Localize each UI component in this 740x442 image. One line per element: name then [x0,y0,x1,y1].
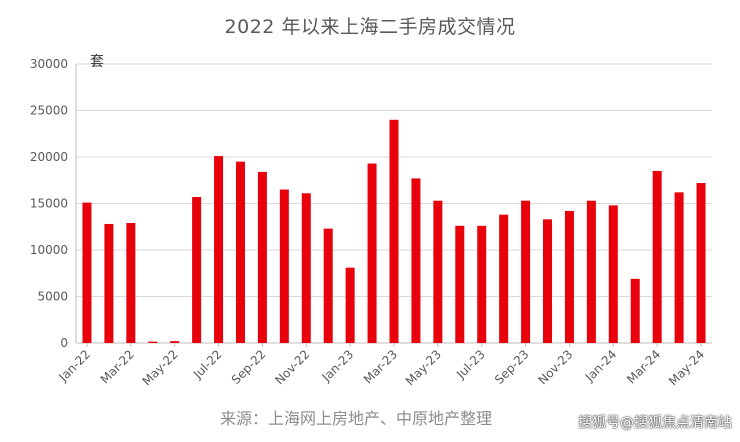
bar-Aug-23 [499,214,509,343]
y-tick-label: 25000 [30,104,68,118]
x-tick-label: Sep-22 [229,347,269,387]
bar-Dec-23 [586,200,596,343]
bar-Jan-23 [345,267,355,343]
bar-Feb-22 [104,223,114,343]
x-tick-label: Jan-24 [582,347,620,385]
x-tick-label: Jan-23 [319,347,357,385]
bar-Mar-24 [652,170,662,343]
bar-Jun-22 [192,196,202,343]
bar-Oct-23 [543,219,553,343]
bar-Jul-22 [214,156,224,343]
bar-Oct-22 [279,189,289,343]
bar-Jul-23 [477,225,487,343]
bar-Dec-22 [323,228,333,343]
bar-Feb-24 [630,278,640,343]
bar-May-23 [433,200,443,343]
bar-Nov-23 [564,210,574,343]
x-tick-label: Mar-22 [98,347,137,386]
y-tick-label: 20000 [30,150,68,164]
bar-Sep-22 [257,171,267,343]
bar-May-24 [696,183,706,343]
x-tick-label: May-23 [403,347,444,388]
y-unit-label: 套 [90,54,104,70]
bar-Apr-23 [411,178,421,343]
bar-Mar-23 [389,119,399,343]
y-tick-label: 15000 [30,197,68,211]
y-tick-label: 10000 [30,243,68,257]
x-tick-label: Sep-23 [492,347,532,387]
y-tick-label: 30000 [30,57,68,71]
x-tick-label: Mar-24 [624,347,663,386]
bar-Mar-22 [126,223,136,343]
bar-Aug-22 [235,161,245,343]
y-tick-label: 0 [60,336,68,350]
chart-title: 2022 年以来上海二手房成交情况 [224,16,516,38]
source-note: 来源：上海网上房地产、中原地产整理 [220,409,493,428]
x-tick-label: Nov-22 [272,347,312,387]
x-tick-label: May-24 [666,347,707,388]
x-tick-label: Jul-23 [453,347,488,382]
bar-Apr-22 [148,341,158,343]
bar-Nov-22 [301,193,311,343]
x-tick-label: Jan-22 [56,347,94,385]
y-tick-label: 5000 [37,290,68,304]
bar-Apr-24 [674,192,684,343]
bar-Jan-24 [608,205,618,343]
watermark: 搜狐号@搜狐焦点清南站 [578,415,732,431]
bar-Jun-23 [455,225,465,343]
x-tick-label: Nov-23 [535,347,575,387]
x-tick-label: Mar-23 [361,347,400,386]
bar-May-22 [170,341,180,343]
bar-Sep-23 [521,200,531,343]
x-tick-label: May-22 [140,347,181,388]
x-tick-label: Jul-22 [190,347,225,382]
bar-Jan-22 [82,202,92,343]
bar-Feb-23 [367,163,377,343]
